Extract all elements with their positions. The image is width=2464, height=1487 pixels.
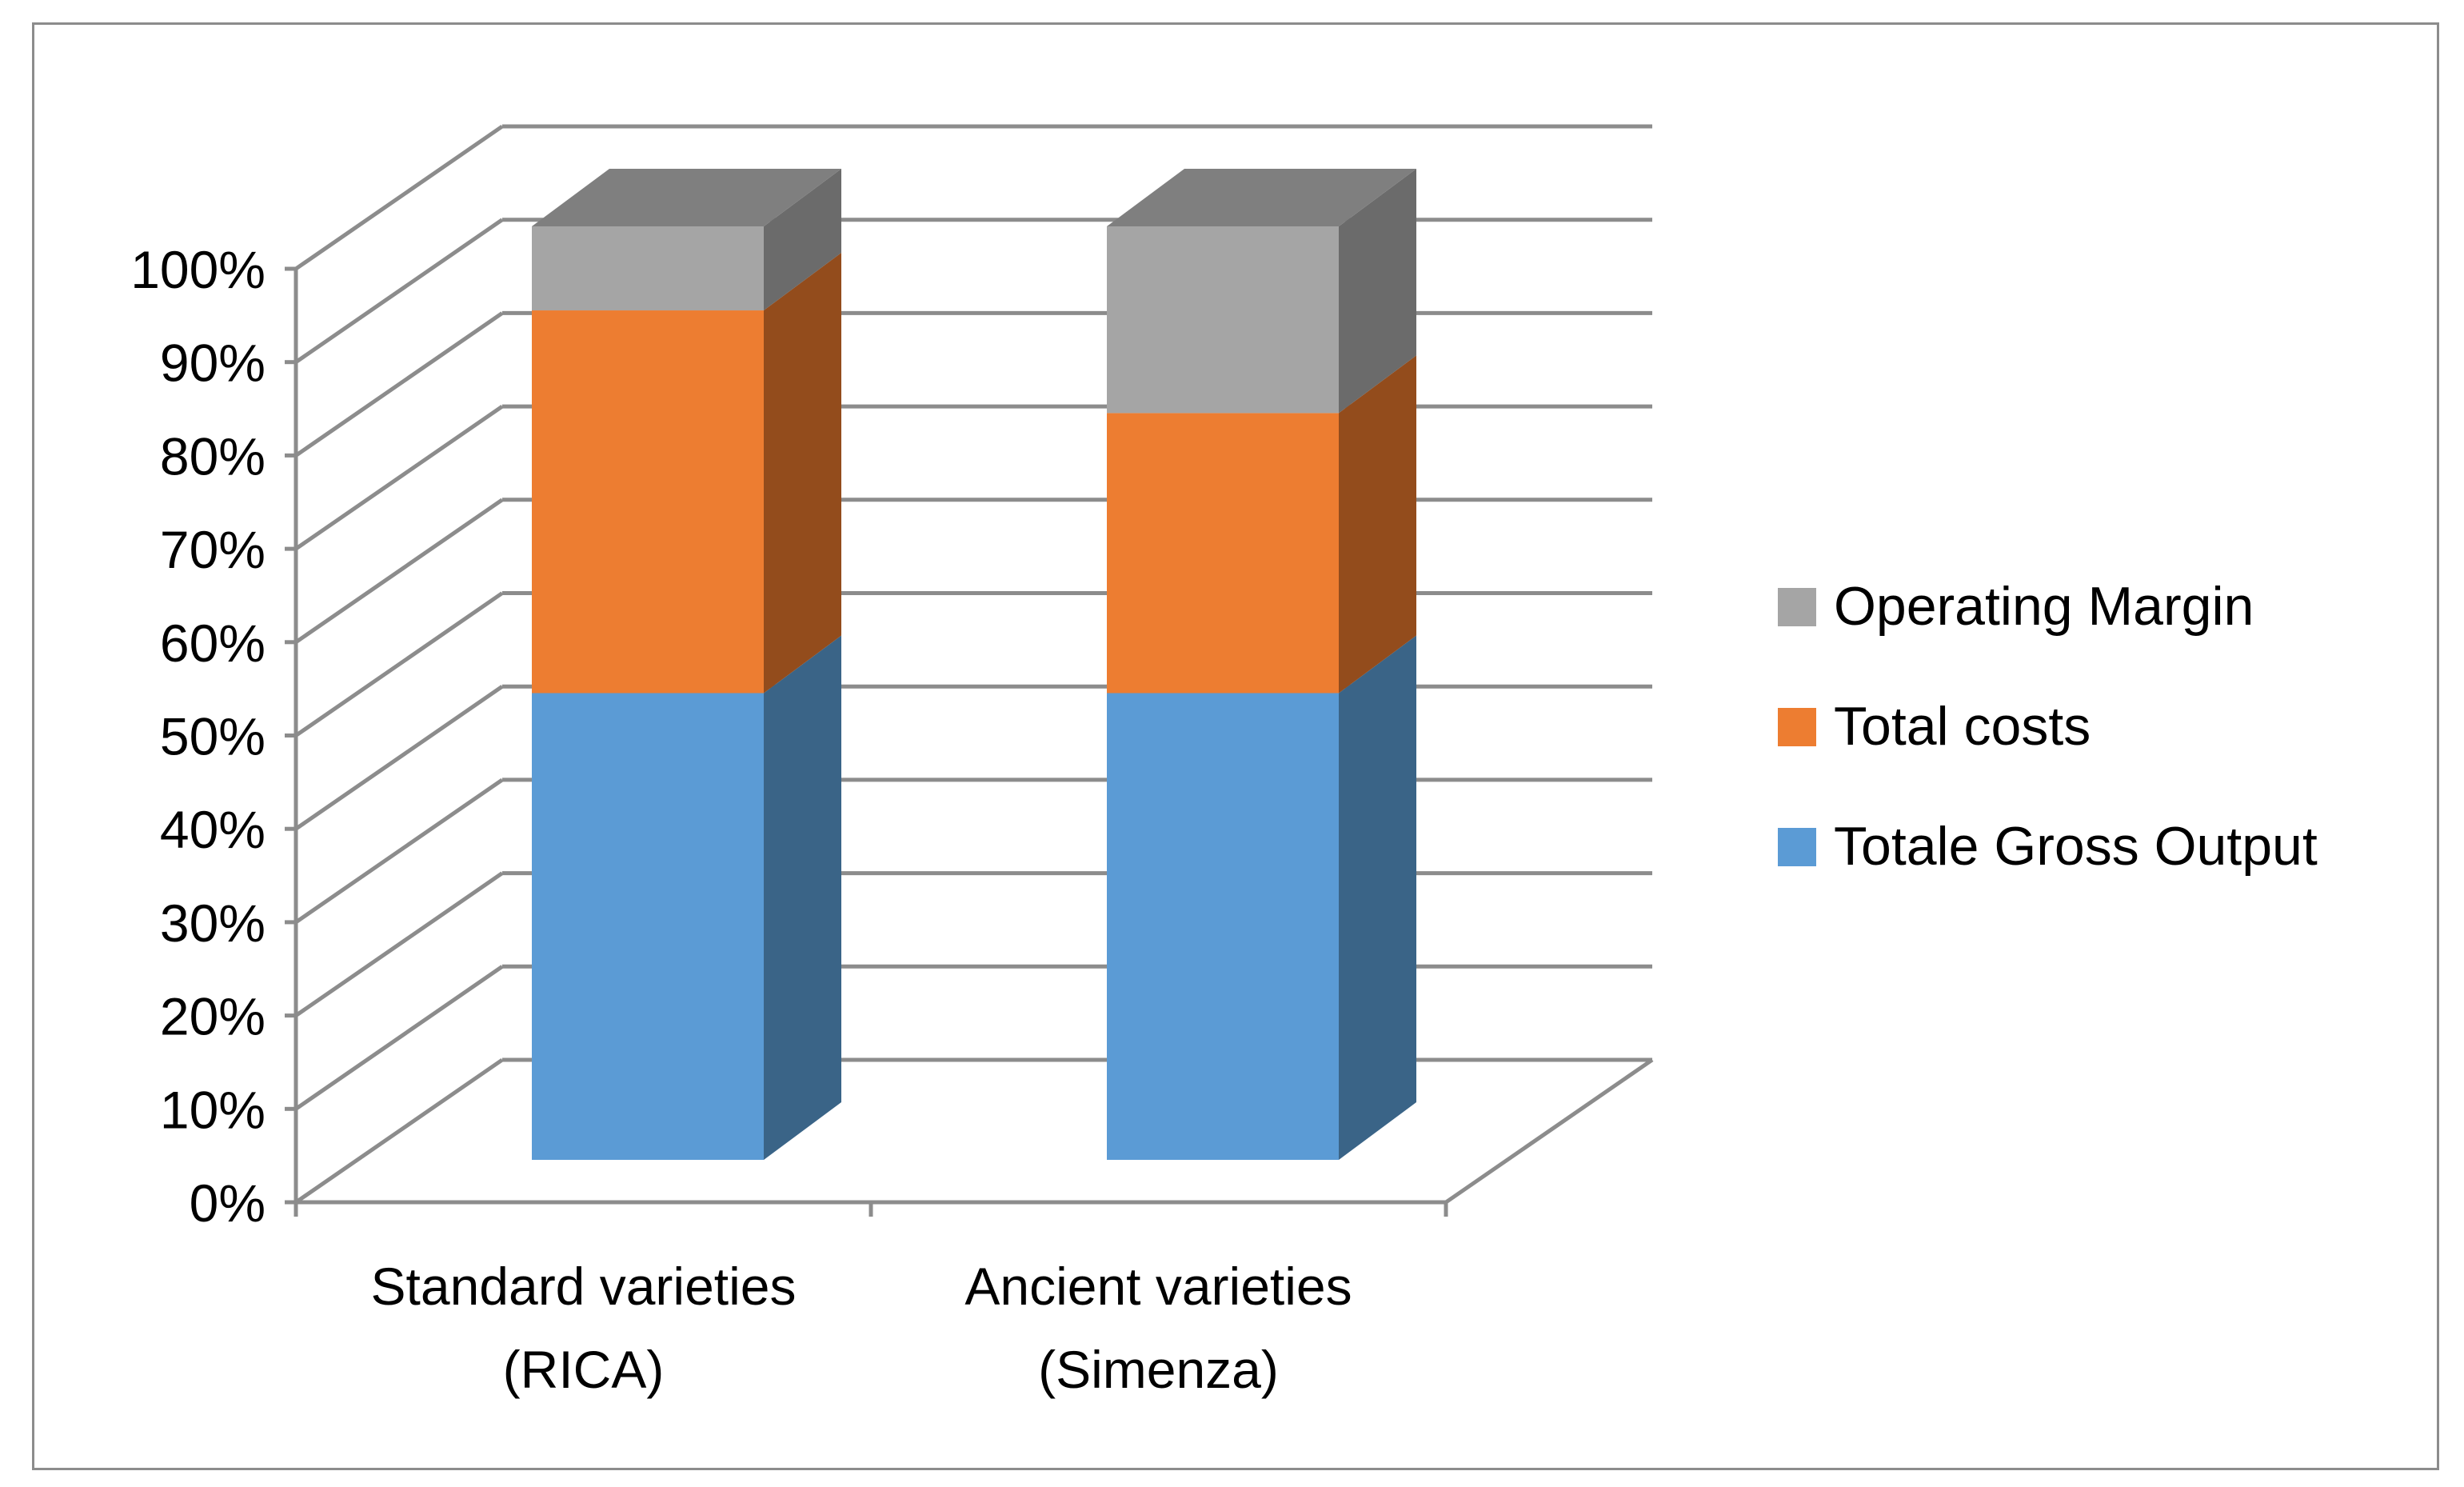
floor-edge [1444,1057,1654,1205]
side-gridline [294,1057,504,1205]
y-tick-label: 10% [160,1080,266,1139]
bar-side-totale-gross-output [764,635,841,1160]
side-gridline [294,591,504,738]
side-gridline [294,965,504,1111]
y-tick-label: 40% [160,800,266,859]
legend-swatch [1778,828,1816,866]
side-gridline [294,311,504,458]
side-gridline [294,218,504,364]
legend-swatch [1778,588,1816,626]
bar-side-totale-gross-output [1339,635,1416,1160]
bar-side-operating-margin [1339,169,1416,414]
bar-total-costs [532,310,764,694]
legend-layer: Operating Margin Total costs Totale Gross … [1778,576,2318,877]
legend-label: Operating Margin [1834,576,2254,637]
y-tick-label: 0% [190,1173,266,1233]
side-gridline [294,685,504,831]
y-tick-label: 50% [160,707,266,766]
bar-operating-margin [1107,226,1339,414]
side-gridline [294,871,504,1017]
bar-side-total-costs [1339,355,1416,694]
bar-top [532,169,841,226]
category-label: (Simenza) [1038,1340,1279,1399]
y-tick-label: 80% [160,426,266,486]
category-label: Standard varieties [371,1257,797,1316]
bar-total-costs [1107,413,1339,694]
y-tick-label: 90% [160,334,266,393]
legend-label: Total costs [1834,696,2091,757]
y-tick-label: 60% [160,614,266,673]
side-gridline [294,124,504,271]
bar-operating-margin [532,226,764,311]
bar-side-total-costs [764,253,841,694]
category-label: Ancient varieties [964,1257,1352,1316]
legend-swatch [1778,708,1816,746]
category-label: (RICA) [503,1340,665,1399]
bar-side-operating-margin [764,169,841,311]
chart-frame: 0% 10% 20% 30% 40% 50% 60% 70% 80% 90% 100% Standa… [32,22,2439,1470]
y-tick-label: 20% [160,987,266,1046]
side-gridline [294,498,504,644]
grid-layer [285,124,1654,1217]
bar-totale-gross-output [532,693,764,1160]
bar-top [1107,169,1416,226]
ticks-layer: 0% 10% 20% 30% 40% 50% 60% 70% 80% 90% 100% [130,240,266,1233]
y-tick-label: 100% [130,240,266,299]
bar-totale-gross-output [1107,693,1339,1160]
side-gridline [294,777,504,924]
cats-layer: Standard varieties (RICA) Ancient varietie… [371,1257,1352,1399]
y-tick-label: 70% [160,520,266,579]
y-tick-label: 30% [160,893,266,953]
side-gridline [294,405,504,551]
legend-label: Totale Gross Output [1834,816,2318,877]
bars-layer [532,169,1416,1160]
chart-svg: 0% 10% 20% 30% 40% 50% 60% 70% 80% 90% 100% Standa… [130,124,2318,1399]
